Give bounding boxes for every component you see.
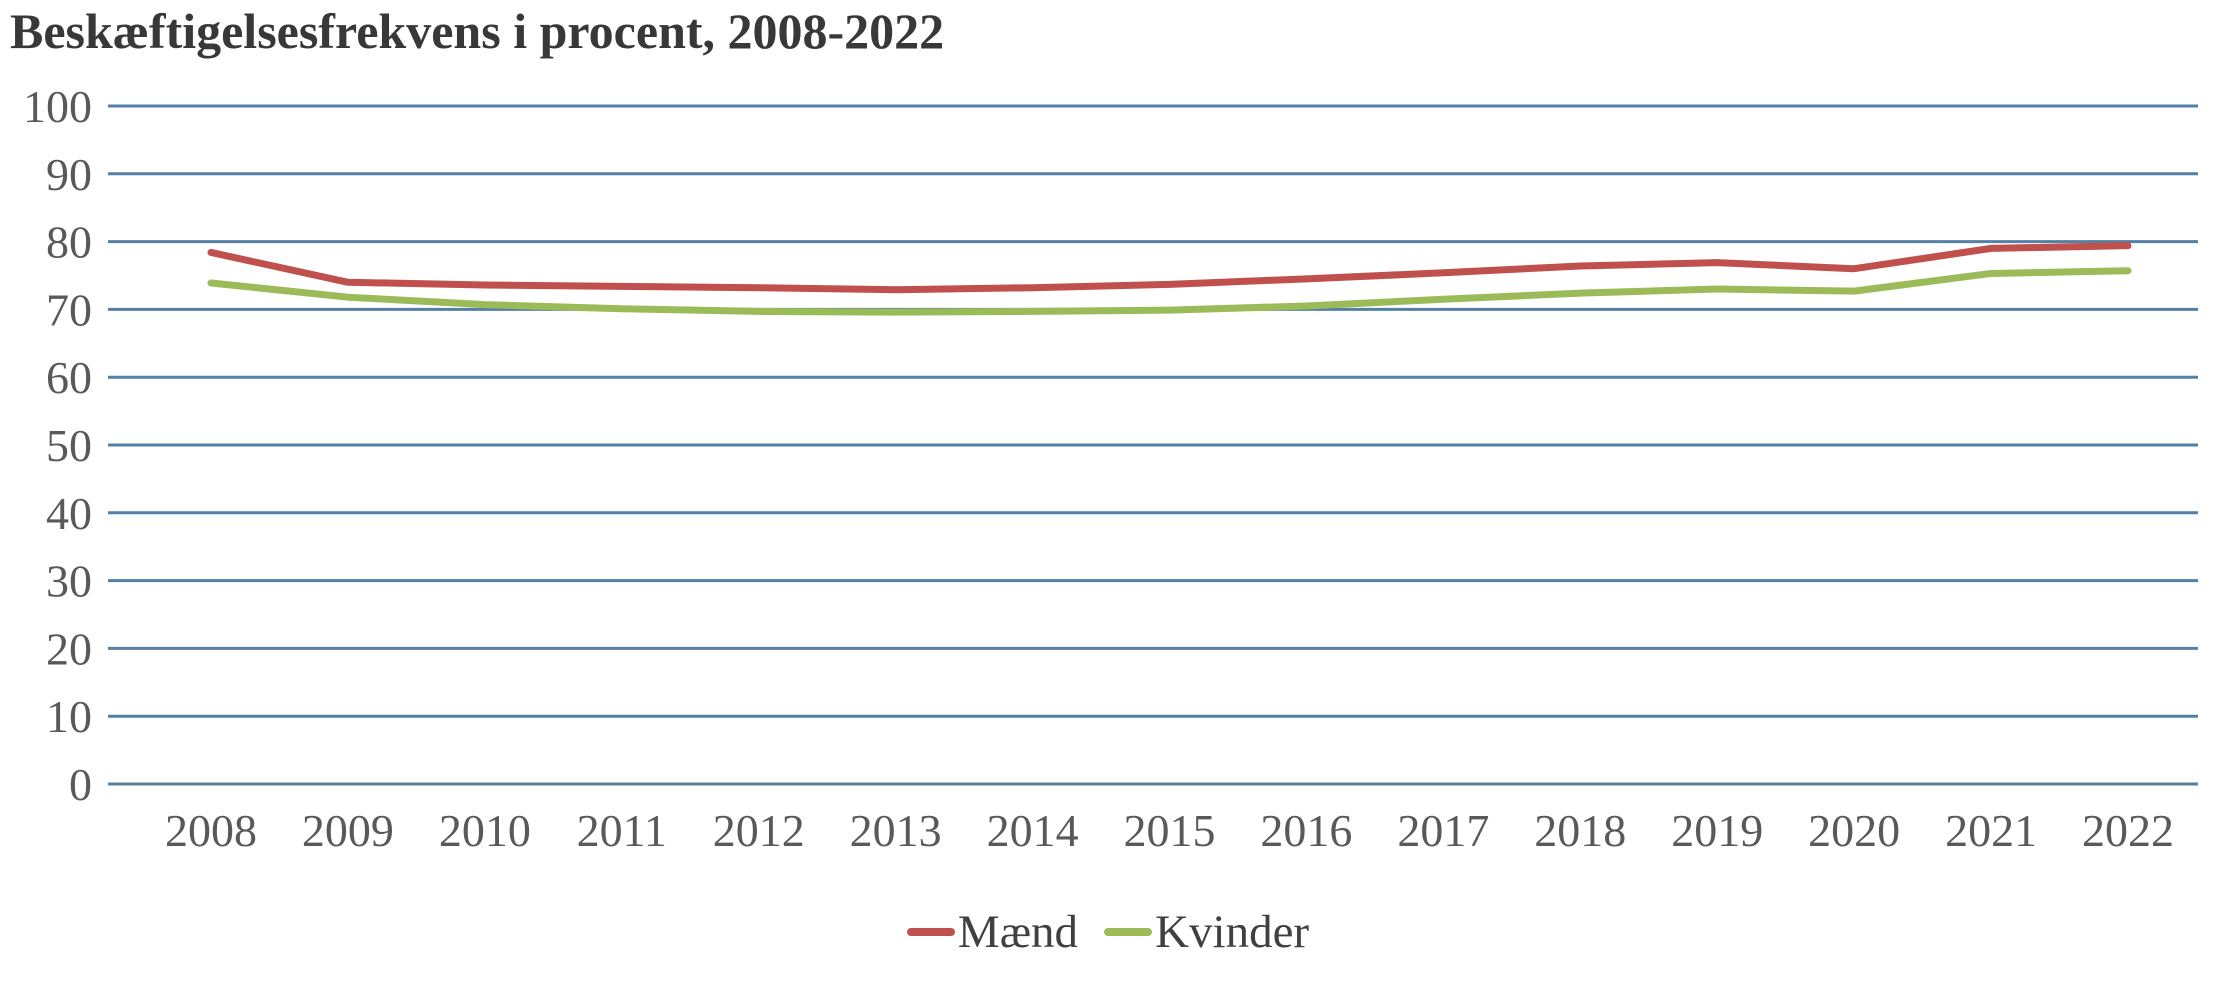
x-tick-label-2021: 2021 [1945,805,2037,856]
x-tick-label-2020: 2020 [1808,805,1900,856]
x-tick-label-2012: 2012 [713,805,805,856]
y-tick-label-50: 50 [46,420,92,471]
x-tick-label-2010: 2010 [439,805,531,856]
y-tick-label-10: 10 [46,691,92,742]
x-tick-label-2018: 2018 [1534,805,1626,856]
y-tick-label-30: 30 [46,556,92,607]
series-line-maend [207,242,2132,294]
x-tick-label-2011: 2011 [577,805,667,856]
x-tick-label-2022: 2022 [2082,805,2174,856]
y-tick-label-90: 90 [46,149,92,200]
y-tick-label-60: 60 [46,352,92,403]
x-tick-label-2017: 2017 [1397,805,1489,856]
x-tick-label-2014: 2014 [987,805,1079,856]
x-tick-label-2013: 2013 [850,805,942,856]
legend-item-maend: Mænd [906,905,1079,958]
legend-label-maend: Mænd [957,905,1079,958]
legend-swatch-kvinder [1104,928,1153,936]
legend-swatch-maend [906,928,955,936]
y-tick-label-100: 100 [23,81,92,132]
x-tick-label-2019: 2019 [1671,805,1763,856]
y-tick-label-70: 70 [46,284,92,335]
y-tick-label-0: 0 [69,759,92,810]
y-tick-label-40: 40 [46,488,92,539]
x-tick-label-2008: 2008 [165,805,257,856]
legend-item-kvinder: Kvinder [1104,905,1310,958]
x-tick-label-2009: 2009 [302,805,394,856]
legend-label-kvinder: Kvinder [1155,905,1310,958]
chart-title: Beskæftigelsesfrekvens i procent, 2008-2… [10,3,945,59]
y-tick-label-20: 20 [46,623,92,674]
x-tick-label-2015: 2015 [1124,805,1216,856]
series-line-kvinder [207,267,2132,316]
legend: Mænd Kvinder [0,898,2216,966]
y-tick-label-80: 80 [46,217,92,268]
x-tick-label-2016: 2016 [1260,805,1352,856]
